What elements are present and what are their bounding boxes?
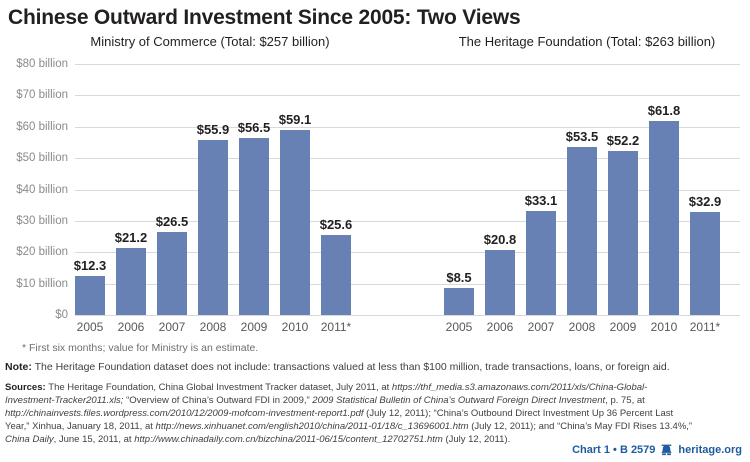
bar-value-label: $21.2 <box>114 230 148 246</box>
left-panel-title: Ministry of Commerce (Total: $257 billio… <box>90 34 330 49</box>
bar <box>239 137 269 315</box>
source-text: , June 15, 2011, at <box>53 434 135 445</box>
bar <box>649 121 679 315</box>
source-url-text: 2009 Statistical Bulletin of China’s Out… <box>312 395 606 406</box>
x-axis-year-label: 2007 <box>158 320 186 334</box>
source-url-text: http://news.xinhuanet.com/english2010/ch… <box>155 421 469 432</box>
source-text: , p. 75, at <box>605 395 645 406</box>
bar <box>157 231 187 315</box>
bar <box>75 276 105 315</box>
bar <box>608 151 638 315</box>
bar-value-label: $25.6 <box>319 216 353 232</box>
page-title: Chinese Outward Investment Since 2005: T… <box>8 6 521 29</box>
bar <box>690 211 720 315</box>
bar-value-label: $12.3 <box>73 258 107 274</box>
bar <box>485 249 515 315</box>
bar <box>280 129 310 315</box>
bar-value-label: $20.8 <box>483 231 517 247</box>
gridline <box>75 158 740 160</box>
sources-text: Sources: The Heritage Foundation, China … <box>5 381 742 446</box>
bar-value-label: $33.1 <box>524 193 558 209</box>
bar-value-label: $59.1 <box>278 111 312 127</box>
x-axis-year-label: 2006 <box>486 320 514 334</box>
gridline <box>75 95 740 97</box>
source-text: Year,” Xinhua, January 18, 2011, at <box>5 421 156 432</box>
source-text: (July 12, 2011). <box>442 434 511 445</box>
source-text: Sources: <box>5 382 49 393</box>
bar-value-label: $8.5 <box>446 270 472 286</box>
note-line: Note: The Heritage Foundation dataset do… <box>5 361 750 373</box>
source-text: The Heritage Foundation, China Global In… <box>48 382 392 393</box>
chart-reference: Chart 1 • B 2579 <box>572 443 656 456</box>
chart-footer: Chart 1 • B 2579 heritage.org <box>572 443 742 456</box>
asterisk-footnote: * First six months; value for Ministry i… <box>22 342 259 354</box>
source-text: (July 12, 2011); and “China’s May FDI Ri… <box>468 421 693 432</box>
source-url-text: http://www.chinadaily.com.cn/bizchina/20… <box>134 434 443 445</box>
x-axis-year-label: 2010 <box>650 320 678 334</box>
bar <box>567 147 597 315</box>
y-axis-tick-label: $20 billion <box>16 246 68 259</box>
bar <box>321 234 351 315</box>
gridline <box>75 283 740 285</box>
heritage-bell-icon <box>661 444 673 456</box>
bar-value-label: $56.5 <box>237 119 271 135</box>
y-axis-tick-label: $50 billion <box>16 152 68 165</box>
x-axis-year-label: 2005 <box>76 320 104 334</box>
x-axis-year-label: 2008 <box>199 320 227 334</box>
note-text: The Heritage Foundation dataset does not… <box>31 361 670 373</box>
gridline <box>75 315 740 316</box>
source-url-text: China Daily <box>5 434 54 445</box>
y-axis-tick-label: $0 <box>55 309 68 321</box>
x-axis-year-label: 2011* <box>689 320 721 334</box>
bar-value-label: $52.2 <box>606 133 640 149</box>
source-url-text: http://chinainvests.files.wordpress.com/… <box>5 408 364 419</box>
x-axis-year-label: 2011* <box>320 320 352 334</box>
gridline <box>75 189 740 191</box>
x-axis-year-label: 2009 <box>609 320 637 334</box>
source-url-text: https://thf_media.s3.amazonaws.com/2011/… <box>391 382 648 393</box>
bar-value-label: $55.9 <box>196 121 230 137</box>
x-axis-year-label: 2005 <box>445 320 473 334</box>
gridline <box>75 220 740 222</box>
right-panel-title: The Heritage Foundation (Total: $263 bil… <box>458 34 716 49</box>
bar-value-label: $32.9 <box>688 193 722 209</box>
x-axis-year-label: 2008 <box>568 320 596 334</box>
bar <box>116 248 146 315</box>
x-axis-year-label: 2010 <box>281 320 309 334</box>
bar-value-label: $26.5 <box>155 213 189 229</box>
gridline <box>75 64 740 65</box>
bar <box>444 288 474 315</box>
x-axis-year-label: 2006 <box>117 320 145 334</box>
x-axis-year-label: 2009 <box>240 320 268 334</box>
y-axis-tick-label: $70 billion <box>16 89 68 102</box>
x-axis-year-label: 2007 <box>527 320 555 334</box>
chart-area: $80 billion $70 billion $60 billion $50 bil… <box>0 54 750 334</box>
gridline <box>75 252 740 254</box>
bar <box>198 139 228 315</box>
bar-value-label: $61.8 <box>647 103 681 119</box>
y-axis-tick-label: $30 billion <box>16 214 68 227</box>
y-axis-tick-label: $60 billion <box>16 120 68 133</box>
panel-subtitles: Ministry of Commerce (Total: $257 billio… <box>0 30 750 54</box>
y-axis-tick-label: $40 billion <box>16 183 68 196</box>
site-link[interactable]: heritage.org <box>678 443 742 456</box>
source-url-text: Investment-Tracker2011.xls; <box>5 395 124 406</box>
source-text: “Overview of China’s Outward FDI in 2009… <box>123 395 313 406</box>
y-axis-tick-label: $80 billion <box>16 58 68 70</box>
bar <box>526 211 556 315</box>
bar-value-label: $53.5 <box>565 129 599 145</box>
source-text: (July 12, 2011); “China’s Outbound Direc… <box>363 408 674 419</box>
note-label: Note: <box>5 361 32 373</box>
y-axis-tick-label: $10 billion <box>16 277 68 290</box>
gridline <box>75 126 740 128</box>
